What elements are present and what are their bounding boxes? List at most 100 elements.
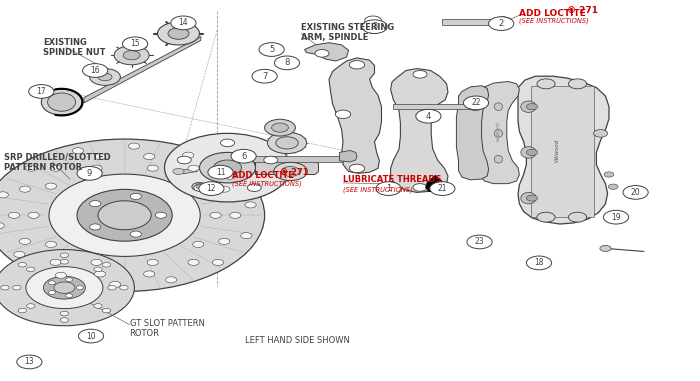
Circle shape (28, 212, 39, 218)
Circle shape (66, 294, 73, 298)
Circle shape (220, 139, 234, 147)
Circle shape (568, 212, 587, 222)
Circle shape (54, 282, 75, 293)
Text: 12: 12 (206, 184, 216, 193)
Circle shape (60, 318, 69, 322)
Text: 14: 14 (178, 18, 188, 27)
Ellipse shape (41, 89, 82, 115)
Circle shape (276, 137, 298, 149)
Circle shape (27, 267, 35, 272)
Text: 18: 18 (534, 258, 544, 267)
Circle shape (147, 259, 158, 266)
Text: LUBRICATE THREADS: LUBRICATE THREADS (343, 175, 442, 184)
Polygon shape (238, 156, 343, 162)
Circle shape (210, 212, 221, 218)
Circle shape (594, 130, 608, 137)
Circle shape (77, 166, 102, 180)
Circle shape (335, 110, 351, 118)
Circle shape (188, 259, 199, 266)
Circle shape (78, 329, 104, 343)
Circle shape (55, 272, 66, 279)
Circle shape (0, 250, 134, 326)
Text: 7: 7 (262, 72, 267, 81)
Circle shape (60, 253, 69, 258)
Circle shape (214, 160, 242, 175)
Circle shape (108, 285, 116, 290)
Circle shape (130, 231, 141, 237)
Polygon shape (256, 161, 318, 174)
Circle shape (123, 51, 140, 60)
Circle shape (526, 104, 538, 110)
Text: 17: 17 (36, 87, 46, 96)
Text: 11: 11 (216, 168, 225, 177)
Ellipse shape (494, 155, 503, 163)
Circle shape (72, 148, 83, 154)
Circle shape (76, 286, 83, 290)
Circle shape (29, 85, 54, 98)
Polygon shape (84, 37, 201, 103)
Circle shape (177, 156, 191, 164)
Circle shape (26, 165, 37, 171)
Circle shape (50, 259, 61, 266)
Circle shape (274, 162, 307, 181)
Circle shape (467, 235, 492, 249)
Circle shape (199, 182, 224, 195)
Circle shape (46, 241, 57, 247)
Ellipse shape (494, 103, 503, 110)
Circle shape (526, 195, 538, 201)
Circle shape (155, 212, 167, 218)
Circle shape (48, 291, 55, 295)
Circle shape (66, 278, 73, 282)
Text: SRP DRILLED/SLOTTED
PATTERN ROTOR: SRP DRILLED/SLOTTED PATTERN ROTOR (4, 152, 111, 171)
Circle shape (90, 69, 120, 85)
Polygon shape (391, 69, 448, 192)
Text: 16: 16 (90, 66, 100, 75)
Circle shape (144, 271, 155, 277)
Text: EXISTING
SPINDLE NUT: EXISTING SPINDLE NUT (43, 38, 106, 57)
Polygon shape (370, 22, 377, 33)
Circle shape (194, 184, 208, 192)
Circle shape (230, 212, 241, 218)
Circle shape (102, 308, 111, 313)
Text: 21: 21 (438, 184, 447, 193)
Circle shape (50, 165, 61, 171)
Ellipse shape (521, 147, 536, 158)
Circle shape (241, 233, 252, 239)
Circle shape (463, 96, 489, 110)
Circle shape (196, 185, 203, 189)
Circle shape (171, 16, 196, 30)
Circle shape (49, 174, 200, 256)
Text: 6: 6 (241, 152, 246, 161)
Circle shape (0, 223, 4, 229)
Circle shape (349, 164, 365, 173)
Text: 8: 8 (284, 58, 290, 67)
Circle shape (91, 165, 102, 171)
Circle shape (489, 17, 514, 30)
Polygon shape (393, 104, 470, 109)
Circle shape (376, 182, 401, 195)
Circle shape (60, 311, 69, 316)
Circle shape (166, 277, 177, 283)
Circle shape (18, 263, 27, 267)
Text: (SEE INSTRUCTIONS): (SEE INSTRUCTIONS) (232, 180, 302, 187)
Circle shape (60, 259, 69, 264)
Circle shape (90, 224, 101, 230)
Text: 5: 5 (269, 45, 274, 54)
Circle shape (77, 189, 172, 241)
Circle shape (20, 186, 31, 192)
Circle shape (631, 190, 638, 194)
Circle shape (94, 267, 102, 272)
Circle shape (626, 188, 643, 197)
Circle shape (102, 263, 111, 267)
Text: 4: 4 (426, 112, 431, 121)
Text: 10: 10 (86, 331, 96, 341)
Circle shape (94, 271, 106, 277)
Circle shape (27, 304, 35, 308)
Circle shape (188, 165, 199, 171)
Circle shape (365, 16, 382, 25)
Text: 19: 19 (611, 213, 621, 222)
Circle shape (91, 259, 102, 266)
Circle shape (259, 43, 284, 56)
Text: LEFT HAND SIDE SHOWN: LEFT HAND SIDE SHOWN (245, 336, 350, 346)
Circle shape (281, 166, 300, 176)
